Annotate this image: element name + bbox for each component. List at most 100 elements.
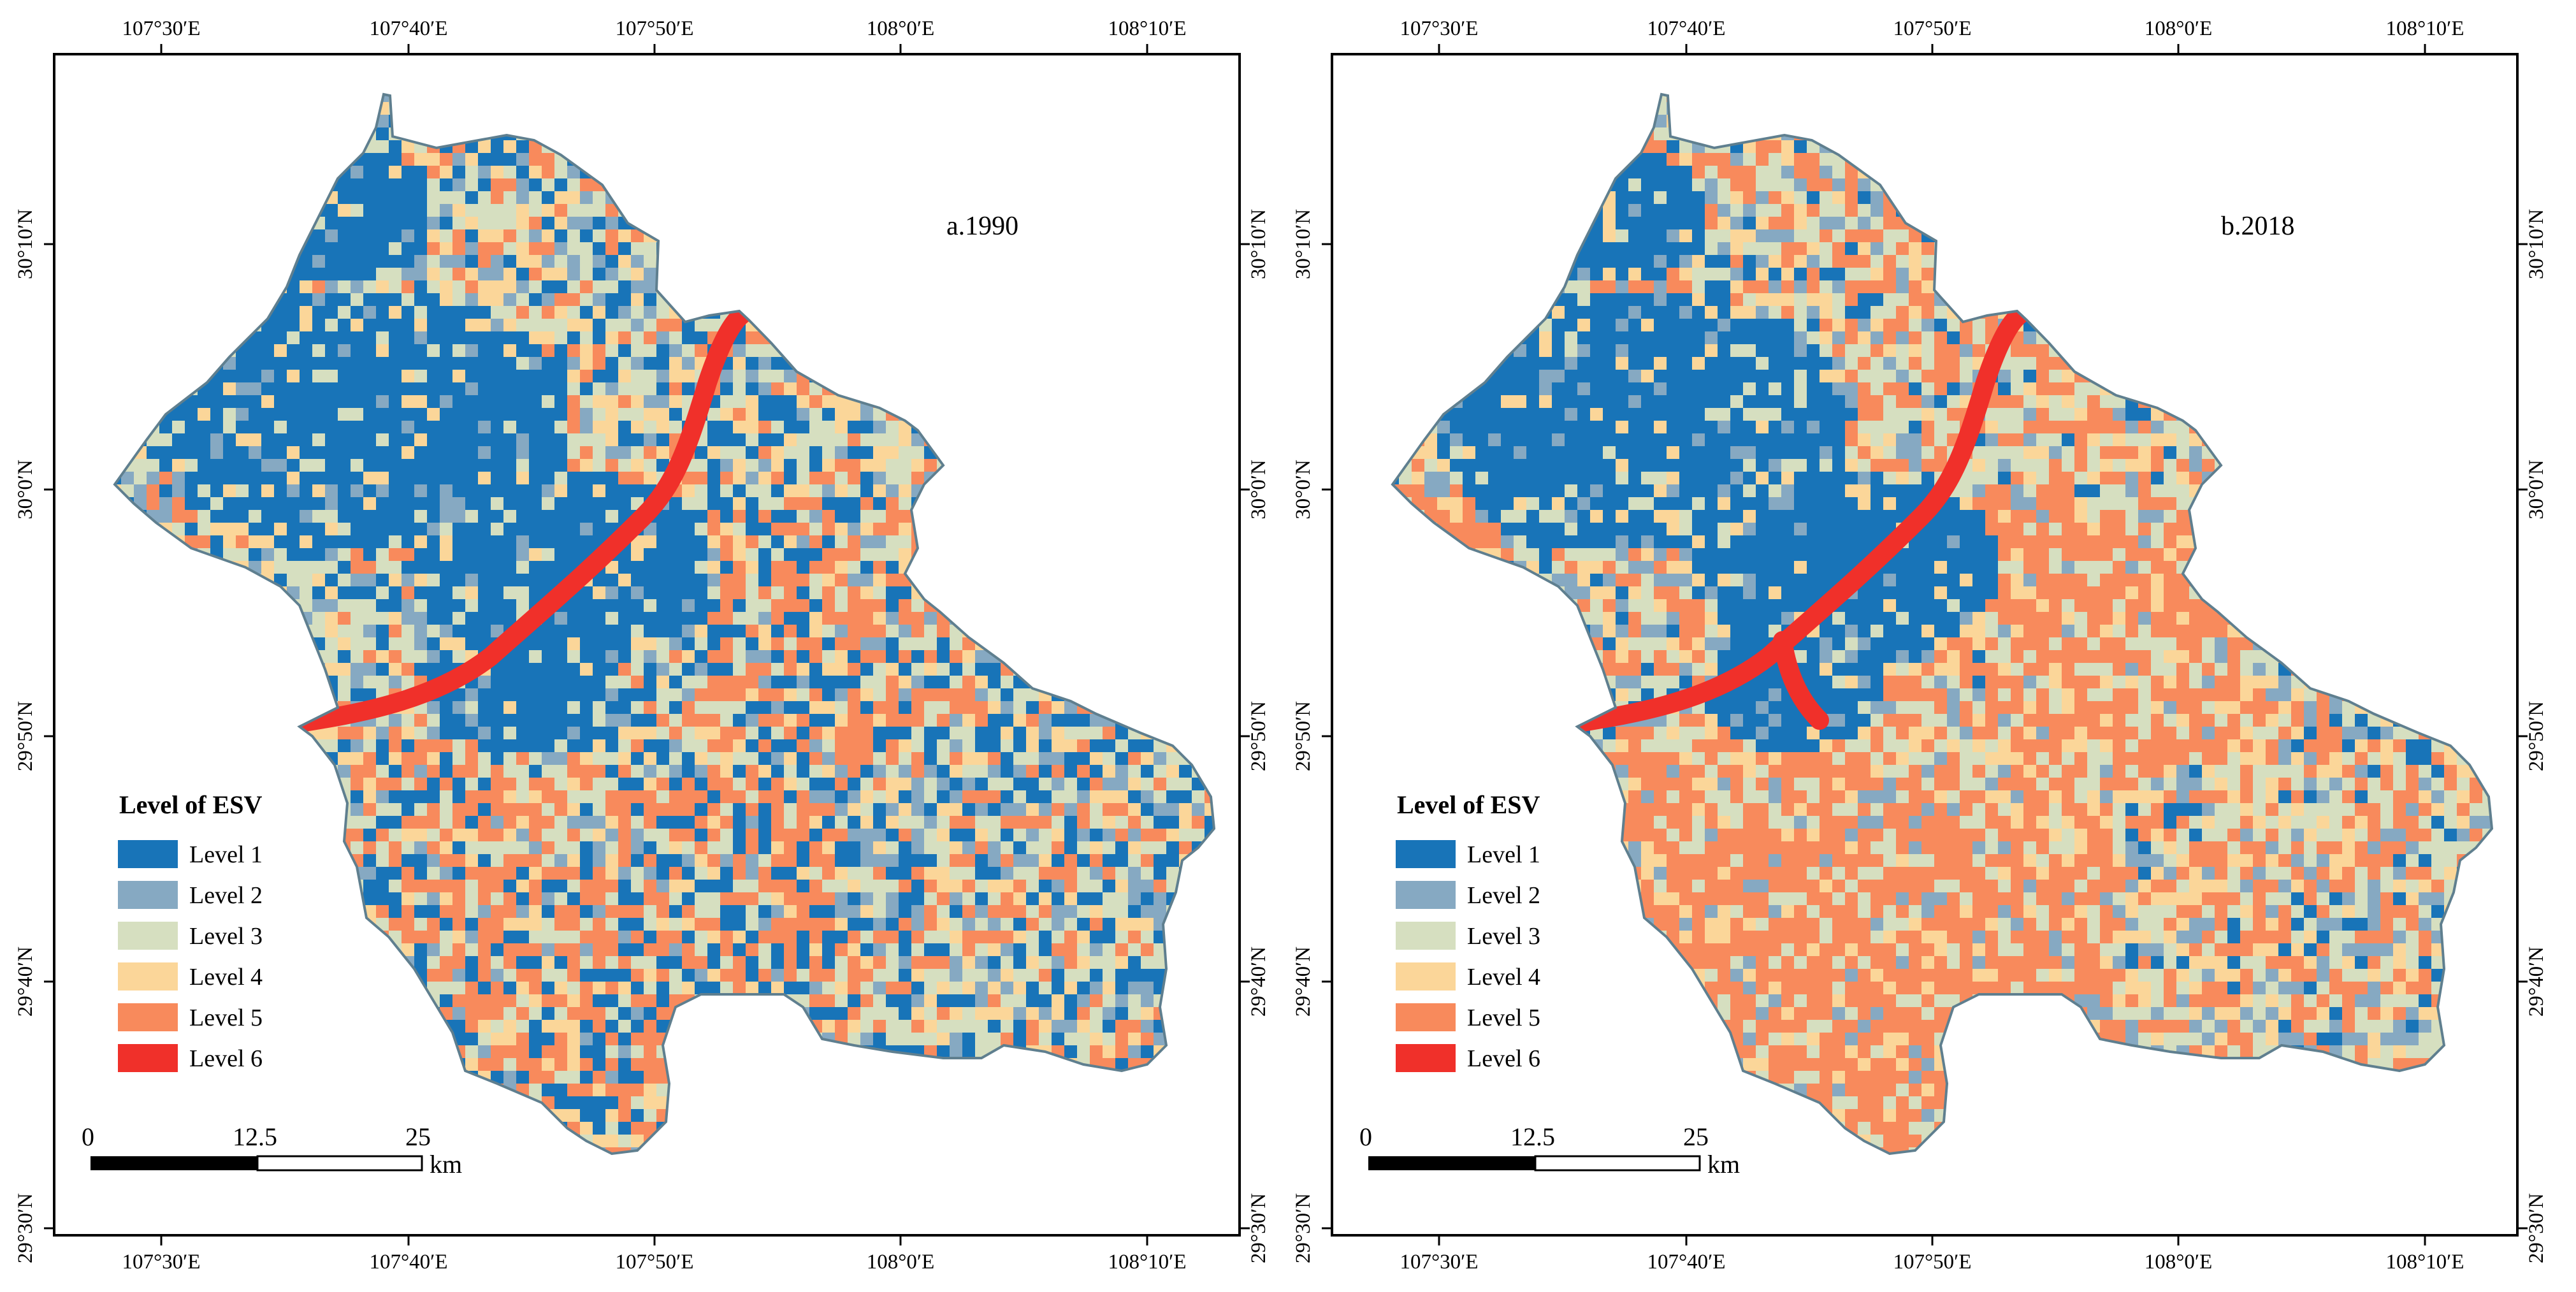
raster-cell xyxy=(797,880,809,892)
raster-cell xyxy=(746,688,758,701)
raster-cell xyxy=(950,892,962,905)
raster-cell xyxy=(1077,790,1090,803)
raster-cell xyxy=(427,408,440,421)
raster-cell xyxy=(414,242,427,255)
raster-cell xyxy=(554,688,567,701)
raster-cell xyxy=(784,752,797,765)
raster-cell xyxy=(542,625,554,637)
raster-cell xyxy=(338,319,351,331)
raster-cell xyxy=(325,344,338,357)
raster-cell xyxy=(351,676,363,688)
raster-cell xyxy=(1052,969,1064,982)
raster-cell xyxy=(402,918,414,931)
raster-cell xyxy=(236,472,249,484)
raster-cell xyxy=(325,497,338,510)
raster-cell xyxy=(899,612,911,625)
raster-cell xyxy=(784,650,797,663)
raster-cell xyxy=(580,892,593,905)
raster-cell xyxy=(618,395,631,408)
raster-cell xyxy=(402,344,414,357)
raster-cell xyxy=(758,523,771,535)
raster-cell xyxy=(465,829,478,841)
raster-cell xyxy=(797,612,809,625)
raster-cell xyxy=(656,778,669,790)
raster-cell xyxy=(950,701,962,714)
raster-cell xyxy=(720,548,733,561)
raster-cell xyxy=(848,548,860,561)
raster-cell xyxy=(325,459,338,472)
raster-cell xyxy=(376,153,389,166)
raster-cell xyxy=(1064,841,1077,854)
raster-cell xyxy=(682,892,695,905)
raster-cell xyxy=(440,701,452,714)
raster-cell xyxy=(529,688,542,701)
raster-cell xyxy=(503,433,516,446)
raster-cell xyxy=(1141,994,1154,1007)
raster-cell xyxy=(516,268,529,280)
raster-cell xyxy=(835,752,848,765)
raster-cell xyxy=(478,1020,491,1033)
raster-cell xyxy=(911,892,924,905)
raster-cell xyxy=(338,217,351,229)
raster-cell xyxy=(695,918,707,931)
raster-cell xyxy=(605,255,618,268)
raster-cell xyxy=(848,778,860,790)
raster-cell xyxy=(758,931,771,943)
raster-cell xyxy=(503,293,516,306)
raster-cell xyxy=(631,931,644,943)
raster-cell xyxy=(236,510,249,523)
raster-cell xyxy=(656,880,669,892)
raster-cell xyxy=(491,803,503,816)
raster-cell xyxy=(656,459,669,472)
raster-cell xyxy=(249,344,261,357)
raster-cell xyxy=(1141,803,1154,816)
raster-cell xyxy=(440,548,452,561)
raster-cell xyxy=(491,1007,503,1020)
raster-cell xyxy=(682,854,695,867)
raster-cell xyxy=(452,561,465,574)
raster-cell xyxy=(682,382,695,395)
raster-cell xyxy=(771,905,784,918)
raster-cell xyxy=(746,561,758,574)
raster-cell xyxy=(452,765,465,778)
raster-cell xyxy=(937,676,950,688)
raster-cell xyxy=(376,867,389,880)
raster-cell xyxy=(746,523,758,535)
raster-cell xyxy=(554,382,567,395)
raster-cell xyxy=(478,803,491,816)
raster-cell xyxy=(695,841,707,854)
raster-cell xyxy=(465,382,478,395)
raster-cell xyxy=(937,803,950,816)
raster-cell xyxy=(363,229,376,242)
raster-cell xyxy=(937,994,950,1007)
raster-cell xyxy=(720,459,733,472)
raster-cell xyxy=(249,459,261,472)
raster-cell xyxy=(503,701,516,714)
raster-cell xyxy=(402,433,414,446)
raster-cell xyxy=(478,829,491,841)
raster-cell xyxy=(491,880,503,892)
raster-cell xyxy=(631,994,644,1007)
raster-cell xyxy=(911,841,924,854)
raster-cell xyxy=(1013,727,1026,739)
raster-cell xyxy=(312,242,325,255)
raster-cell xyxy=(554,612,567,625)
raster-cell xyxy=(580,778,593,790)
raster-cell xyxy=(376,892,389,905)
raster-cell xyxy=(185,472,198,484)
raster-cell xyxy=(1001,880,1013,892)
raster-cell xyxy=(503,395,516,408)
raster-cell xyxy=(261,395,274,408)
raster-cell xyxy=(1128,829,1141,841)
raster-cell xyxy=(975,739,988,752)
raster-cell xyxy=(886,561,899,574)
raster-cell xyxy=(644,637,656,650)
raster-cell xyxy=(771,395,784,408)
raster-cell xyxy=(338,331,351,344)
raster-cell xyxy=(300,280,312,293)
raster-cell xyxy=(491,778,503,790)
raster-cell xyxy=(848,1020,860,1033)
raster-cell xyxy=(1052,778,1064,790)
raster-cell xyxy=(580,191,593,204)
raster-cell xyxy=(300,535,312,548)
